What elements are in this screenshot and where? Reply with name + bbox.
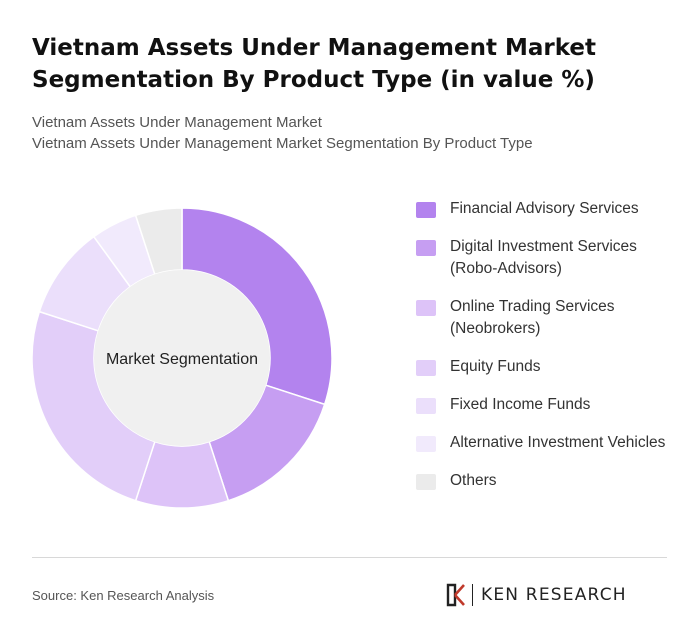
source-note: Source: Ken Research Analysis bbox=[32, 588, 215, 603]
legend-label: Equity Funds bbox=[450, 358, 541, 375]
donut-center bbox=[94, 270, 270, 446]
chart-title: Vietnam Assets Under Management Market S… bbox=[32, 35, 597, 93]
legend-item: Financial Advisory Services bbox=[416, 198, 676, 220]
legend-item: Equity Funds bbox=[416, 356, 676, 378]
legend-swatch bbox=[416, 360, 436, 376]
legend-item: Others bbox=[416, 470, 676, 492]
chart-legend: Financial Advisory Services Digital Inves… bbox=[416, 198, 676, 508]
legend-swatch bbox=[416, 240, 436, 256]
legend-label: Digital Investment Services (Robo-Adviso… bbox=[450, 238, 637, 277]
legend-label: Online Trading Services (Neobrokers) bbox=[450, 298, 615, 337]
chart-subtitle: Vietnam Assets Under Management Market V… bbox=[32, 112, 672, 154]
ken-research-logo-icon bbox=[446, 583, 465, 607]
footer-divider bbox=[32, 557, 667, 558]
legend-label: Fixed Income Funds bbox=[450, 396, 591, 413]
subtitle-line-1: Vietnam Assets Under Management Market bbox=[32, 114, 322, 131]
legend-swatch bbox=[416, 436, 436, 452]
logo-separator bbox=[472, 584, 473, 606]
legend-swatch bbox=[416, 202, 436, 218]
legend-swatch bbox=[416, 300, 436, 316]
legend-label: Financial Advisory Services bbox=[450, 200, 639, 217]
subtitle-line-2: Vietnam Assets Under Management Market S… bbox=[32, 135, 533, 152]
logo-text: KEN RESEARCH bbox=[481, 585, 627, 605]
donut-chart: Market Segmentation bbox=[31, 207, 333, 509]
legend-item: Online Trading Services (Neobrokers) bbox=[416, 296, 676, 340]
center-label: Market Segmentation bbox=[106, 351, 258, 368]
legend-label: Others bbox=[450, 472, 497, 489]
legend-item: Fixed Income Funds bbox=[416, 394, 676, 416]
ken-research-logo: KEN RESEARCH bbox=[446, 582, 627, 608]
legend-item: Alternative Investment Vehicles bbox=[416, 432, 676, 454]
legend-swatch bbox=[416, 398, 436, 414]
legend-item: Digital Investment Services (Robo-Adviso… bbox=[416, 236, 676, 280]
legend-label: Alternative Investment Vehicles bbox=[450, 434, 666, 451]
legend-swatch bbox=[416, 474, 436, 490]
